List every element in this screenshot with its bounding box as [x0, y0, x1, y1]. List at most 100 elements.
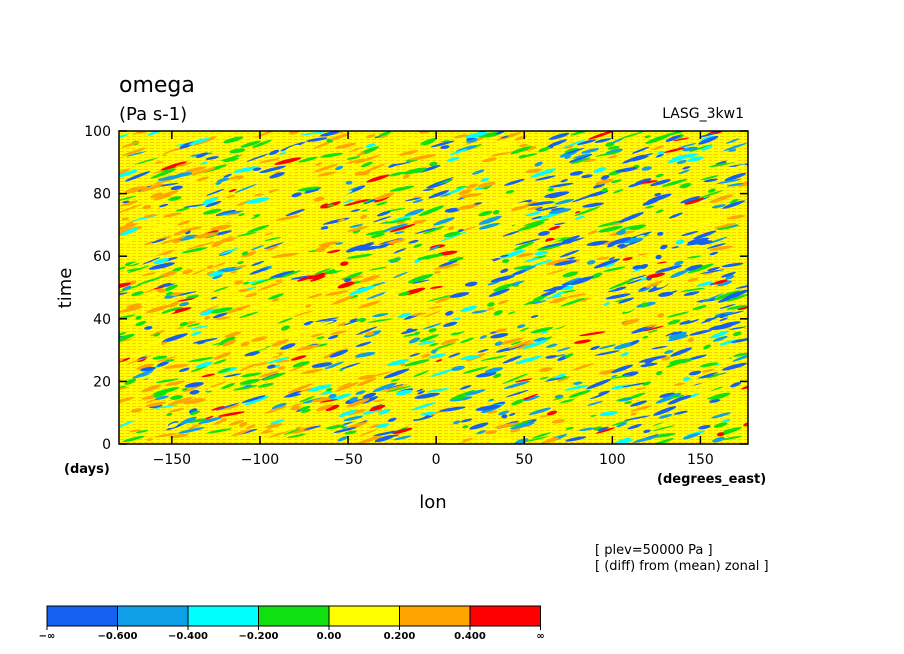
field-cell — [120, 320, 144, 326]
field-cell — [357, 377, 377, 386]
field-cell — [559, 422, 573, 427]
field-cell — [687, 237, 710, 244]
field-cell — [262, 428, 273, 433]
field-cell — [568, 153, 593, 163]
field-cell — [346, 398, 371, 408]
field-cell — [688, 393, 699, 398]
field-cell — [119, 203, 143, 214]
field-cell — [266, 356, 291, 364]
field-cell — [206, 428, 232, 434]
field-cell — [524, 257, 539, 263]
field-cell — [623, 415, 651, 421]
field-cell — [630, 412, 637, 416]
field-cell — [147, 197, 170, 207]
field-cell — [298, 156, 318, 163]
field-cell — [478, 222, 500, 230]
field-cell — [319, 399, 338, 403]
field-cell — [722, 200, 746, 209]
colorbar-swatch — [46, 605, 118, 627]
field-cell — [533, 337, 546, 342]
field-cell — [548, 225, 561, 231]
field-cell — [704, 387, 727, 395]
field-cell — [352, 185, 366, 192]
field-cell — [170, 292, 182, 297]
field-cell — [368, 190, 380, 197]
field-cell — [429, 161, 438, 167]
field-cell — [487, 281, 500, 286]
field-cell — [224, 331, 241, 338]
model-label: LASG_3kw1 — [662, 106, 744, 122]
field-cell — [241, 395, 266, 403]
field-cell — [226, 194, 235, 199]
field-cell — [137, 276, 164, 285]
field-cell — [495, 132, 522, 141]
field-cell — [500, 249, 526, 259]
field-cell — [502, 373, 529, 385]
field-cell — [233, 384, 258, 391]
field-cell — [665, 331, 677, 337]
field-cell — [486, 307, 495, 311]
field-cell — [590, 272, 603, 279]
field-cell — [630, 405, 653, 412]
field-cell — [654, 192, 662, 197]
field-cell — [630, 269, 646, 274]
field-cell — [553, 373, 566, 379]
field-cell — [357, 435, 383, 444]
field-cell — [175, 162, 193, 168]
field-cell — [412, 219, 427, 224]
field-cell — [124, 171, 151, 182]
field-cell — [257, 281, 284, 291]
field-cell — [492, 209, 500, 215]
field-cell — [234, 280, 244, 285]
field-cell — [172, 239, 182, 244]
colorbar-label: 0.00 — [317, 631, 342, 642]
field-cell — [630, 340, 640, 345]
field-cell — [498, 299, 509, 305]
field-cell — [579, 254, 593, 260]
field-cell — [167, 396, 194, 406]
field-cell — [547, 188, 554, 192]
field-cell — [422, 323, 442, 330]
field-cell — [443, 321, 458, 327]
field-cell — [586, 240, 609, 246]
field-cell — [186, 242, 214, 250]
field-cell — [552, 397, 564, 401]
field-cell — [698, 424, 711, 430]
field-cell — [240, 251, 257, 258]
field-cell — [590, 414, 597, 417]
field-cell — [435, 296, 452, 303]
y-unit-label: (days) — [64, 462, 110, 477]
field-cell — [386, 359, 409, 367]
field-cell — [530, 168, 557, 178]
field-cell — [320, 203, 329, 209]
field-cell — [513, 241, 535, 251]
field-cell — [311, 396, 333, 403]
field-cell — [246, 153, 269, 162]
field-cell — [228, 216, 255, 224]
field-cell — [545, 295, 563, 299]
field-cell — [713, 422, 728, 428]
field-cell — [667, 395, 692, 405]
field-cell — [666, 311, 690, 318]
field-cell — [303, 189, 319, 194]
field-cell — [478, 398, 491, 404]
field-cell — [450, 330, 465, 336]
field-cell — [281, 307, 303, 316]
field-cell — [441, 140, 450, 143]
field-cell — [655, 254, 662, 260]
field-cell — [548, 182, 574, 188]
field-cell — [487, 410, 498, 414]
field-cell — [234, 264, 248, 269]
field-cell — [534, 251, 549, 256]
colorbar-swatch — [117, 605, 189, 627]
field-cell — [494, 328, 507, 333]
field-cell — [618, 131, 645, 140]
field-cell — [485, 430, 498, 435]
field-cell — [222, 339, 237, 347]
field-cell — [287, 383, 313, 394]
field-cell — [366, 174, 390, 183]
field-cell — [181, 247, 209, 254]
field-cell — [641, 153, 654, 157]
field-cell — [313, 320, 335, 327]
field-cell — [594, 350, 620, 356]
